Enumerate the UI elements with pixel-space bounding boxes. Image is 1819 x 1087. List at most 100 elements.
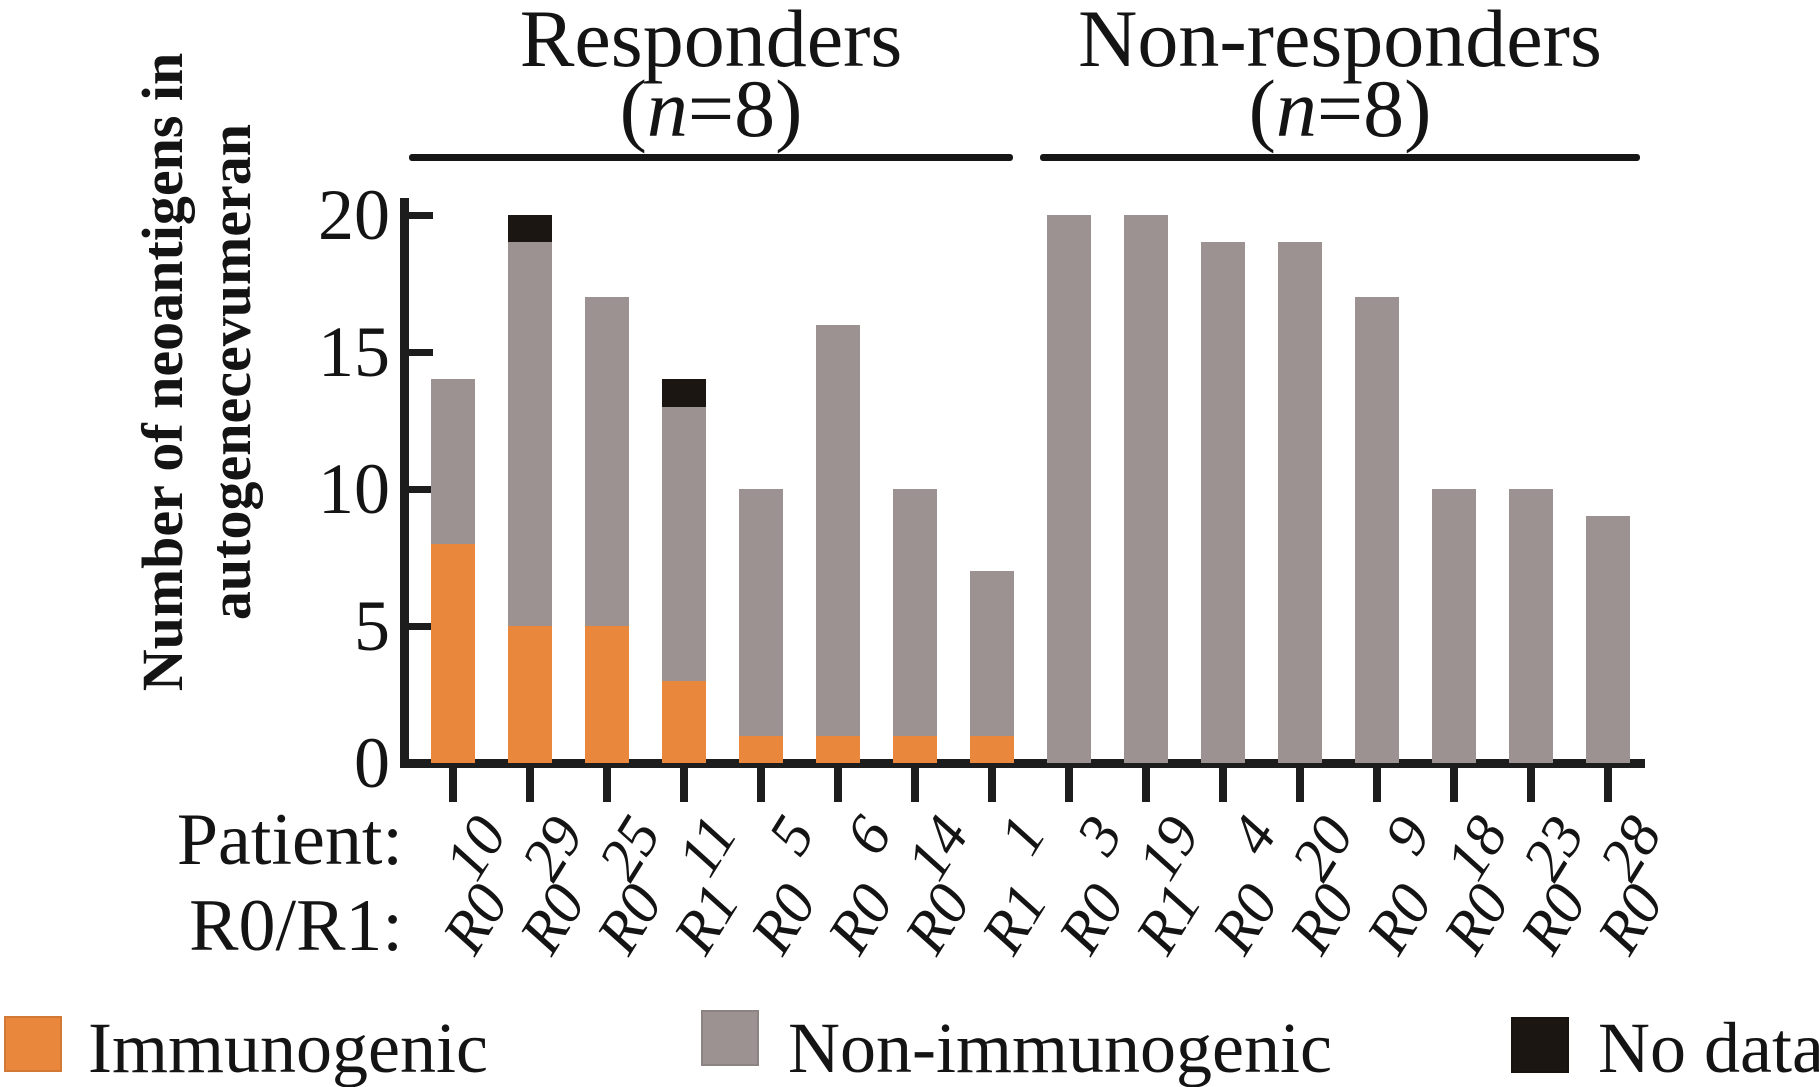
legend-label-non-immunogenic: Non-immunogenic [788, 1008, 1332, 1087]
x-label-r0r1-patient-20: R0 [1276, 872, 1369, 965]
bar-patient-23 [1509, 489, 1553, 763]
legend-swatch-immunogenic [4, 1016, 62, 1072]
bar-patient-10 [431, 379, 475, 763]
segment-non-immunogenic-patient-29 [508, 242, 552, 626]
bar-patient-20 [1278, 242, 1322, 763]
x-label-r0r1-patient-29: R0 [506, 872, 599, 965]
x-label-patient-14: 14 [893, 804, 982, 891]
segment-non-immunogenic-patient-14 [893, 489, 937, 736]
segment-non-immunogenic-patient-25 [585, 297, 629, 626]
x-label-r0r1-patient-28: R0 [1584, 872, 1677, 965]
segment-no-data-patient-11 [662, 379, 706, 407]
legend-label-no-data: No data [1598, 1008, 1819, 1087]
responders-n-label: (n=8) [619, 63, 803, 154]
x-label-patient-29: 29 [508, 804, 597, 891]
segment-non-immunogenic-patient-19 [1124, 215, 1168, 763]
x-label-r0r1-patient-6: R0 [814, 872, 907, 965]
x-label-r0r1-patient-9: R0 [1353, 872, 1446, 965]
r0r1-row-label: R0/R1: [189, 885, 403, 967]
y-tick-label-15: 15 [318, 312, 390, 392]
segment-non-immunogenic-patient-1 [970, 571, 1014, 736]
y-axis-line [400, 198, 409, 768]
segment-immunogenic-patient-14 [893, 735, 937, 763]
segment-immunogenic-patient-1 [970, 735, 1014, 763]
x-label-r0r1-patient-10: R0 [429, 872, 522, 965]
segment-no-data-patient-29 [508, 215, 552, 243]
y-tick-mark-5 [409, 623, 433, 630]
bar-patient-28 [1586, 516, 1630, 763]
x-axis-line [400, 759, 1645, 768]
x-label-r0r1-patient-23: R0 [1507, 872, 1600, 965]
y-tick-label-20: 20 [318, 175, 390, 255]
x-tick-mark-28 [1604, 766, 1612, 802]
segment-immunogenic-patient-10 [431, 543, 475, 763]
segment-non-immunogenic-patient-23 [1509, 489, 1553, 763]
x-label-r0r1-patient-11: R1 [660, 872, 753, 965]
x-label-patient-18: 18 [1432, 804, 1521, 891]
non-responders-header: Non-responders (n=8) [1040, 0, 1640, 154]
y-tick-mark-10 [409, 486, 433, 493]
x-tick-mark-29 [526, 766, 534, 802]
x-tick-mark-9 [1373, 766, 1381, 802]
non-responders-n-label: (n=8) [1248, 63, 1432, 154]
segment-non-immunogenic-patient-10 [431, 379, 475, 544]
x-label-r0r1-patient-25: R0 [583, 872, 676, 965]
bar-patient-25 [585, 297, 629, 763]
x-label-patient-28: 28 [1586, 804, 1675, 891]
segment-immunogenic-patient-25 [585, 626, 629, 763]
bar-patient-1 [970, 571, 1014, 763]
x-label-patient-19: 19 [1124, 804, 1213, 891]
responders-header: Responders (n=8) [409, 0, 1013, 154]
segment-non-immunogenic-patient-3 [1047, 215, 1091, 763]
y-tick-label-10: 10 [318, 449, 390, 529]
x-label-patient-10: 10 [431, 804, 520, 891]
bar-patient-4 [1201, 242, 1245, 763]
bar-patient-14 [893, 489, 937, 763]
bar-patient-5 [739, 489, 783, 763]
y-tick-mark-15 [409, 349, 433, 356]
y-tick-label-5: 5 [354, 586, 390, 666]
x-label-patient-25: 25 [585, 804, 674, 891]
x-tick-mark-1 [988, 766, 996, 802]
x-tick-mark-19 [1142, 766, 1150, 802]
legend-swatch-no-data [1511, 1017, 1569, 1073]
bar-patient-18 [1432, 489, 1476, 763]
x-label-patient-1: 1 [986, 804, 1059, 866]
segment-non-immunogenic-patient-5 [739, 489, 783, 736]
x-tick-mark-4 [1219, 766, 1227, 802]
segment-non-immunogenic-patient-9 [1355, 297, 1399, 763]
segment-non-immunogenic-patient-28 [1586, 516, 1630, 763]
bar-patient-29 [508, 215, 552, 763]
x-label-patient-23: 23 [1509, 804, 1598, 891]
x-label-r0r1-patient-18: R0 [1430, 872, 1523, 965]
x-tick-mark-25 [603, 766, 611, 802]
segment-immunogenic-patient-5 [739, 735, 783, 763]
x-label-r0r1-patient-3: R0 [1045, 872, 1138, 965]
segment-non-immunogenic-patient-6 [816, 324, 860, 736]
x-tick-mark-3 [1065, 766, 1073, 802]
x-tick-mark-18 [1450, 766, 1458, 802]
x-tick-mark-5 [757, 766, 765, 802]
x-label-r0r1-patient-14: R0 [891, 872, 984, 965]
x-label-r0r1-patient-19: R1 [1122, 872, 1215, 965]
x-tick-mark-6 [834, 766, 842, 802]
x-label-patient-5: 5 [755, 804, 828, 866]
x-label-patient-20: 20 [1278, 804, 1367, 891]
segment-non-immunogenic-patient-11 [662, 406, 706, 681]
bar-patient-11 [662, 379, 706, 763]
y-tick-mark-20 [409, 212, 433, 219]
bar-patient-9 [1355, 297, 1399, 763]
x-tick-mark-20 [1296, 766, 1304, 802]
segment-non-immunogenic-patient-20 [1278, 242, 1322, 763]
bar-patient-3 [1047, 215, 1091, 763]
legend-swatch-non-immunogenic [701, 1010, 759, 1066]
segment-immunogenic-patient-11 [662, 680, 706, 763]
x-tick-mark-10 [449, 766, 457, 802]
x-tick-mark-11 [680, 766, 688, 802]
non-responders-bracket-line [1040, 154, 1640, 161]
x-label-r0r1-patient-5: R0 [737, 872, 830, 965]
segment-immunogenic-patient-29 [508, 626, 552, 763]
segment-non-immunogenic-patient-4 [1201, 242, 1245, 763]
responders-title: Responders [519, 0, 903, 84]
